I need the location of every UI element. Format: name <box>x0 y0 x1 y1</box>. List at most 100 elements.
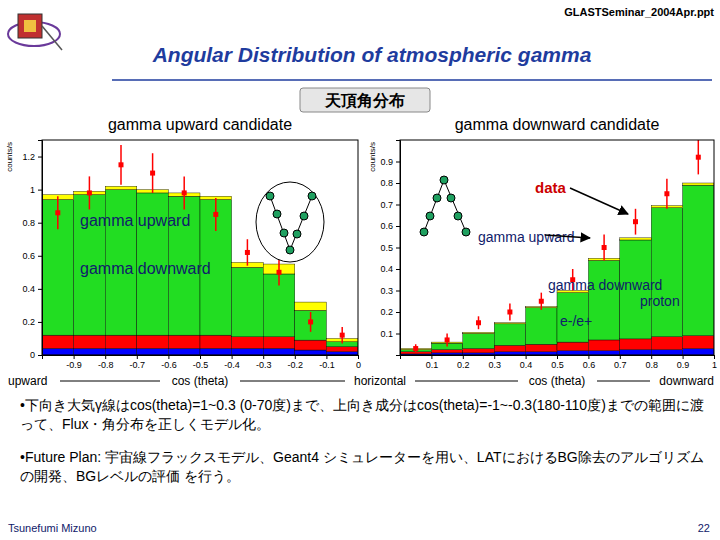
x-axis-line <box>43 356 359 360</box>
direction-note: horizontal <box>354 374 406 388</box>
slide-title: Angular Distribution of atmospheric gamm… <box>152 43 592 66</box>
chart-title: gamma upward candidate <box>108 116 292 133</box>
y-axis-line <box>396 141 401 356</box>
histogram-bar <box>137 335 169 348</box>
direction-note: upward <box>8 374 47 388</box>
x-tick: -0.7 <box>130 355 146 370</box>
y-tick: 0.3 <box>380 286 400 296</box>
y-tick: 0.5 <box>380 243 400 253</box>
y-tick-label: 0.8 <box>380 178 393 188</box>
y-tick-mark <box>396 269 400 270</box>
x-tick: 0.3 <box>488 355 501 370</box>
y-axis: 00.20.40.60.811.2 <box>22 141 42 361</box>
histogram-bar <box>105 348 137 355</box>
x-tick-mark <box>588 355 589 359</box>
y-tick: 0.9 <box>380 157 400 167</box>
histogram-bar <box>295 310 327 340</box>
y-tick-label: 0.3 <box>380 286 393 296</box>
histogram-bar <box>620 350 651 355</box>
x-tick-label: -0.5 <box>193 360 209 370</box>
x-tick: -0.9 <box>66 355 82 370</box>
data-point <box>150 171 155 176</box>
plot-frame <box>400 140 714 355</box>
y-tick: 0.2 <box>22 317 42 327</box>
y-tick-mark <box>396 334 400 335</box>
y-tick-label: 0.8 <box>22 218 35 228</box>
data-point <box>277 270 282 275</box>
icon-hit <box>454 212 462 220</box>
x-tick: 0.9 <box>677 355 690 370</box>
y-tick: 0.4 <box>22 284 42 294</box>
y-tick-label: 0.4 <box>22 284 35 294</box>
data-point <box>213 212 218 217</box>
y-tick-label: 0.2 <box>380 307 393 317</box>
x-tick: -0.8 <box>98 355 114 370</box>
icon-hit <box>447 194 455 202</box>
data-point <box>87 190 92 195</box>
x-axis-title: cos (theta) <box>529 374 586 388</box>
data-point <box>413 346 418 351</box>
series-label: e-/e+ <box>560 313 592 329</box>
histogram-bar <box>557 351 588 355</box>
y-tick-label: 0.5 <box>380 243 393 253</box>
icon-hit <box>420 228 428 236</box>
y-axis-line <box>38 141 43 356</box>
x-tick: 0.8 <box>645 355 658 370</box>
histogram-bar <box>263 348 295 355</box>
histogram-bar <box>683 349 714 355</box>
y-tick: 1 <box>30 185 42 195</box>
direction-note: downward <box>659 374 714 388</box>
icon-hit <box>308 192 316 200</box>
data-point <box>633 219 638 224</box>
data-point <box>182 190 187 195</box>
y-tick-mark <box>396 226 400 227</box>
y-tick-mark <box>38 256 42 257</box>
chart: gamma upward candidate -0.9 -0.8 -0.7 -0.6 -0… <box>5 116 361 388</box>
logo-body <box>18 14 42 38</box>
data-point <box>507 310 512 315</box>
icon-hit <box>293 230 301 238</box>
y-tick-mark <box>38 322 42 323</box>
histogram-bar <box>168 348 200 355</box>
x-tick: -0.3 <box>256 355 272 370</box>
x-tick-label: 0.4 <box>520 360 533 370</box>
x-tick-label: 0.9 <box>677 360 690 370</box>
x-tick-mark <box>168 355 169 359</box>
x-tick: 0 <box>356 355 361 370</box>
icon-track <box>424 180 466 232</box>
histogram-bar <box>295 340 327 350</box>
x-tick: -0.6 <box>161 355 177 370</box>
histogram-bar <box>463 349 494 353</box>
histogram-bar <box>651 208 682 337</box>
y-tick-label: 0.9 <box>380 157 393 167</box>
x-axis-line <box>401 356 715 360</box>
annotation-arrow <box>570 188 628 214</box>
histogram-bar <box>74 335 106 348</box>
icon-hit <box>266 192 274 200</box>
bullet-list: •下向き大気γ線はcos(theta)=1~0.3 (0-70度)まで、上向き成… <box>20 396 704 500</box>
y-tick: 1.2 <box>22 152 42 162</box>
page-number: 22 <box>698 522 710 534</box>
marks <box>42 145 358 355</box>
icon-hit <box>300 212 308 220</box>
y-tick-mark <box>38 355 42 356</box>
x-tick-label: 0.3 <box>488 360 501 370</box>
histogram-bar <box>74 348 106 355</box>
histogram-bar <box>105 335 137 348</box>
direction-rule <box>597 381 650 382</box>
icon-hit <box>273 210 281 218</box>
author: Tsunefumi Mizuno <box>8 522 97 534</box>
y-tick-mark <box>38 157 42 158</box>
bullet: •Future Plan: 宇宙線フラックスモデル、Geant4 シミュレーター… <box>20 448 704 486</box>
data-label: data <box>535 179 567 196</box>
x-tick-label: -0.7 <box>130 360 146 370</box>
chart-title: gamma downward candidate <box>455 116 660 133</box>
data-point <box>55 210 60 215</box>
histogram-bar <box>557 342 588 351</box>
series-label: gamma downward <box>80 260 211 277</box>
x-tick: -0.2 <box>288 355 304 370</box>
y-tick-label: 0.6 <box>380 221 393 231</box>
x-tick-mark <box>683 355 684 359</box>
x-tick: 0.5 <box>551 355 564 370</box>
icon-hit <box>280 229 288 237</box>
